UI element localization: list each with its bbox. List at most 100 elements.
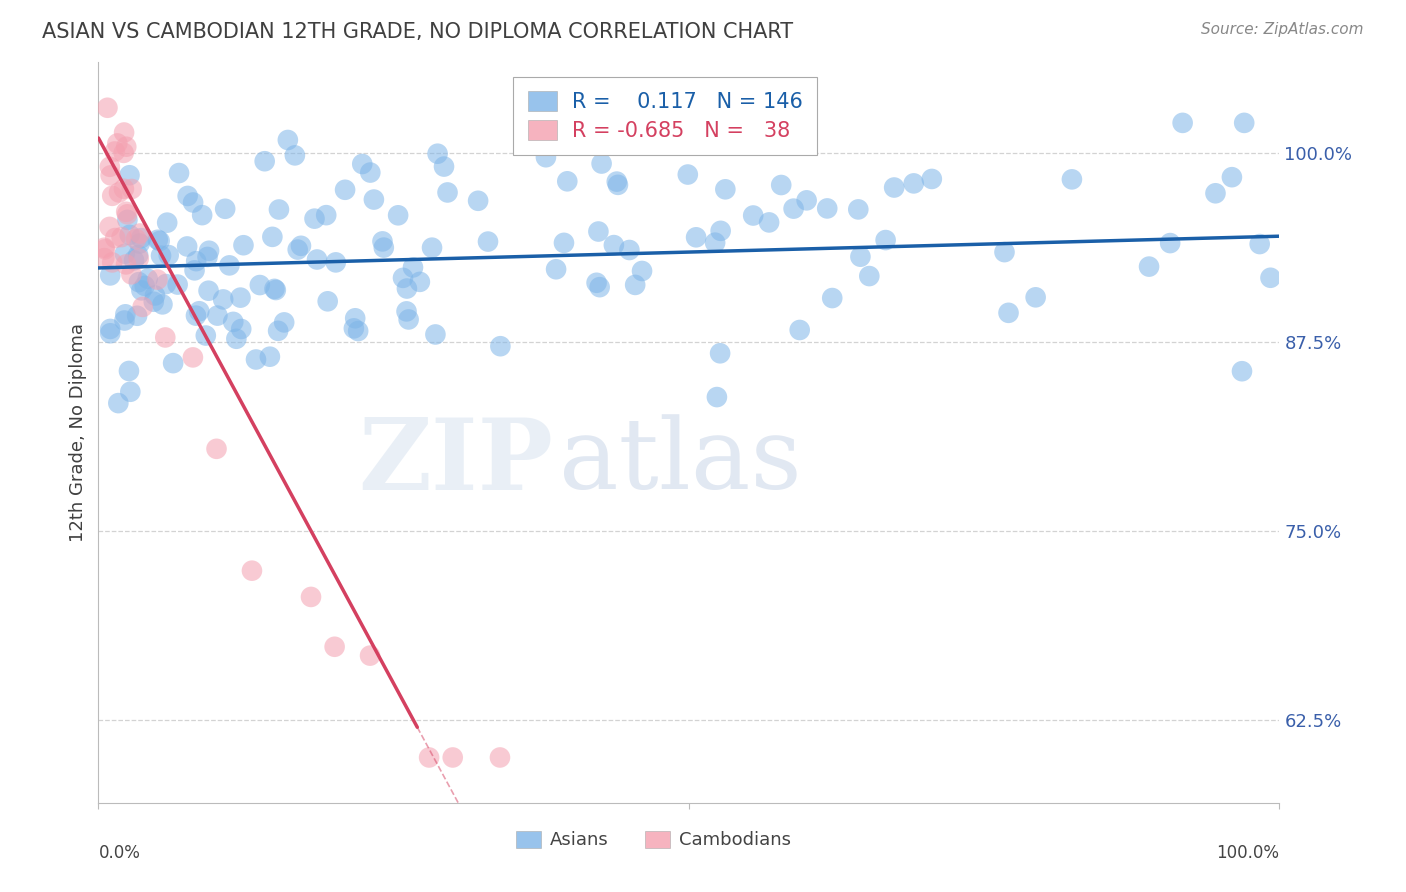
- Point: [921, 172, 943, 186]
- Text: 0.0%: 0.0%: [98, 844, 141, 862]
- Point: [114, 307, 136, 321]
- Point: [758, 215, 780, 229]
- Point: [267, 202, 290, 217]
- Point: [710, 224, 733, 238]
- Point: [120, 268, 142, 282]
- Point: [359, 165, 381, 179]
- Point: [409, 275, 432, 289]
- Point: [343, 321, 366, 335]
- Point: [183, 263, 205, 277]
- Point: [287, 243, 309, 257]
- Point: [418, 750, 440, 764]
- Point: [149, 234, 172, 248]
- Point: [118, 168, 141, 182]
- Text: 100.0%: 100.0%: [1216, 844, 1279, 862]
- Point: [588, 225, 610, 239]
- Point: [709, 346, 731, 360]
- Point: [344, 311, 367, 326]
- Point: [546, 262, 568, 277]
- Point: [98, 160, 121, 174]
- Point: [770, 178, 793, 192]
- Point: [162, 356, 184, 370]
- Point: [1204, 186, 1226, 201]
- Point: [191, 208, 214, 222]
- Text: Source: ZipAtlas.com: Source: ZipAtlas.com: [1201, 22, 1364, 37]
- Point: [112, 126, 135, 140]
- Point: [100, 169, 122, 183]
- Point: [225, 332, 247, 346]
- Point: [117, 207, 139, 221]
- Point: [207, 309, 229, 323]
- Point: [120, 384, 142, 399]
- Point: [128, 275, 150, 289]
- Point: [555, 174, 578, 188]
- Point: [323, 640, 346, 654]
- Point: [131, 300, 153, 314]
- Point: [127, 248, 149, 262]
- Point: [94, 243, 117, 257]
- Point: [262, 230, 284, 244]
- Point: [1137, 260, 1160, 274]
- Point: [589, 280, 612, 294]
- Point: [96, 101, 118, 115]
- Point: [263, 282, 285, 296]
- Point: [253, 154, 276, 169]
- Point: [742, 209, 765, 223]
- Point: [398, 312, 420, 326]
- Point: [606, 175, 628, 189]
- Point: [333, 183, 356, 197]
- Point: [591, 156, 613, 170]
- Point: [363, 193, 385, 207]
- Point: [815, 202, 838, 216]
- Point: [425, 327, 447, 342]
- Point: [115, 257, 138, 271]
- Point: [229, 291, 252, 305]
- Point: [131, 284, 153, 298]
- Point: [93, 241, 115, 255]
- Point: [155, 330, 177, 344]
- Point: [197, 250, 219, 264]
- Point: [156, 216, 179, 230]
- Point: [110, 230, 132, 244]
- Point: [624, 277, 647, 292]
- Point: [232, 238, 254, 252]
- Point: [121, 182, 143, 196]
- Point: [146, 233, 169, 247]
- Point: [305, 252, 328, 267]
- Point: [107, 396, 129, 410]
- Point: [273, 315, 295, 329]
- Point: [858, 269, 880, 284]
- Point: [553, 235, 575, 250]
- Point: [112, 145, 135, 160]
- Text: ZIP: ZIP: [359, 414, 553, 511]
- Point: [993, 245, 1015, 260]
- Point: [489, 339, 512, 353]
- Point: [782, 202, 804, 216]
- Point: [118, 227, 141, 242]
- Point: [101, 255, 124, 269]
- Point: [114, 313, 136, 327]
- Point: [685, 230, 707, 244]
- Point: [105, 136, 128, 151]
- Point: [117, 212, 139, 227]
- Point: [534, 150, 557, 164]
- Point: [93, 251, 115, 265]
- Point: [1260, 270, 1282, 285]
- Point: [846, 202, 869, 217]
- Point: [122, 253, 145, 268]
- Point: [128, 252, 150, 266]
- Point: [714, 182, 737, 196]
- Point: [197, 284, 219, 298]
- Point: [146, 272, 169, 286]
- Point: [325, 255, 347, 269]
- Point: [1171, 116, 1194, 130]
- Point: [704, 235, 727, 250]
- Point: [142, 294, 165, 309]
- Text: atlas: atlas: [560, 415, 801, 510]
- Point: [631, 264, 654, 278]
- Point: [796, 194, 818, 208]
- Point: [108, 186, 131, 200]
- Point: [104, 145, 127, 159]
- Point: [218, 259, 240, 273]
- Point: [205, 442, 228, 456]
